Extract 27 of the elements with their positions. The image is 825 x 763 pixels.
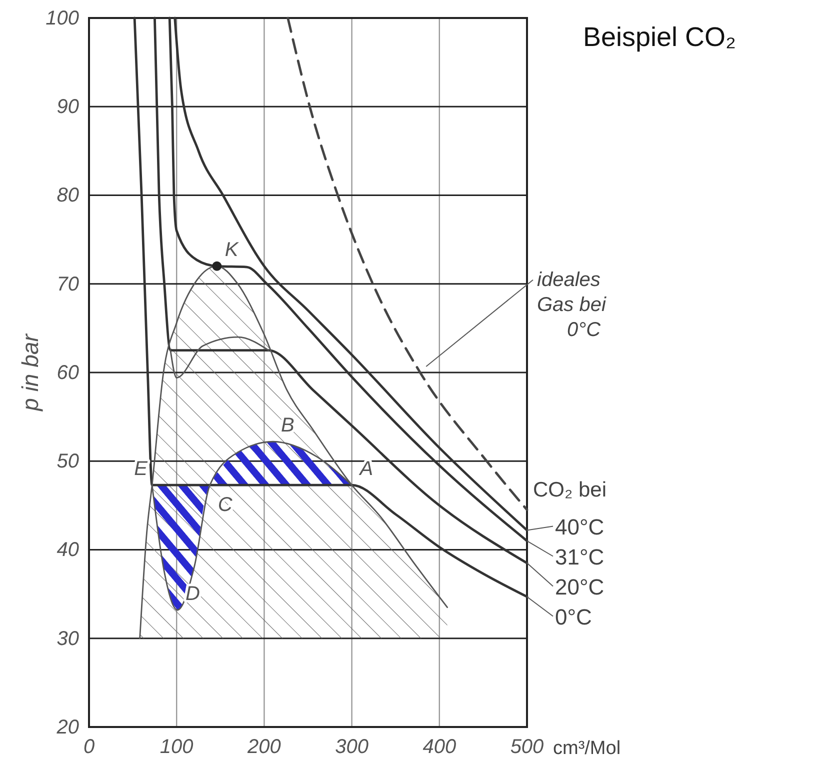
y-axis-title: p in bar bbox=[17, 332, 43, 412]
text: ideales Gas bei 0°C bbox=[537, 268, 606, 341]
x-tick-label: 500 bbox=[510, 736, 544, 758]
x-tick-label: 200 bbox=[246, 736, 281, 758]
x-axis-title: cm³/Mol bbox=[553, 738, 621, 759]
y-tick-label: 50 bbox=[56, 450, 79, 473]
series-label: 40°C bbox=[555, 514, 604, 540]
text: Beispiel CO₂ bbox=[583, 22, 736, 52]
y-tick-label: 40 bbox=[56, 539, 79, 562]
x-tick-label: 0 bbox=[83, 736, 95, 758]
y-tick-label: 20 bbox=[56, 716, 79, 738]
annotation: A bbox=[358, 458, 374, 480]
series-label: 31°C bbox=[555, 544, 604, 570]
annotation: K bbox=[224, 239, 240, 262]
y-tick-label: 80 bbox=[56, 184, 79, 207]
y-tick-label: 60 bbox=[56, 362, 79, 384]
y-tick-label: 70 bbox=[56, 273, 79, 296]
x-tick-label: 400 bbox=[422, 736, 456, 758]
y-tick-label: 90 bbox=[56, 96, 79, 118]
y-tick-label: 30 bbox=[56, 628, 79, 650]
text: CO₂ bei bbox=[533, 478, 607, 502]
series-label: 20°C bbox=[555, 574, 604, 600]
y-tick-label: 100 bbox=[46, 7, 79, 30]
series-label: 0°C bbox=[555, 604, 592, 630]
annotation: D bbox=[185, 583, 200, 606]
x-tick-label: 100 bbox=[160, 736, 194, 758]
x-tick-label: 300 bbox=[335, 736, 368, 758]
